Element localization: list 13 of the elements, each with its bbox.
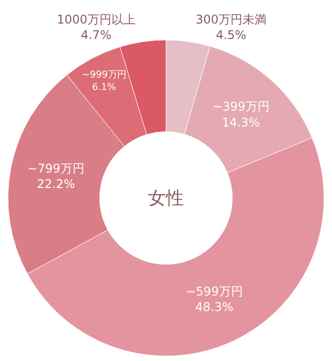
- data-label: 14.3%: [222, 115, 260, 130]
- slice-label: ~999万円: [82, 70, 126, 81]
- data-label: 4.7%: [80, 28, 112, 42]
- data-label: 48.3%: [195, 300, 234, 314]
- slice-label: 1000万円以上: [56, 12, 136, 26]
- slice-label: ~599万円: [186, 284, 243, 298]
- slice-label: 300万円未満: [196, 12, 267, 26]
- data-label: 6.1%: [92, 82, 116, 93]
- data-label: 22.2%: [36, 176, 76, 191]
- slice-label: ~399万円: [212, 100, 270, 114]
- data-label: 4.5%: [216, 28, 246, 42]
- slice-label: ~799万円: [27, 161, 84, 176]
- text: 女性: [148, 188, 184, 209]
